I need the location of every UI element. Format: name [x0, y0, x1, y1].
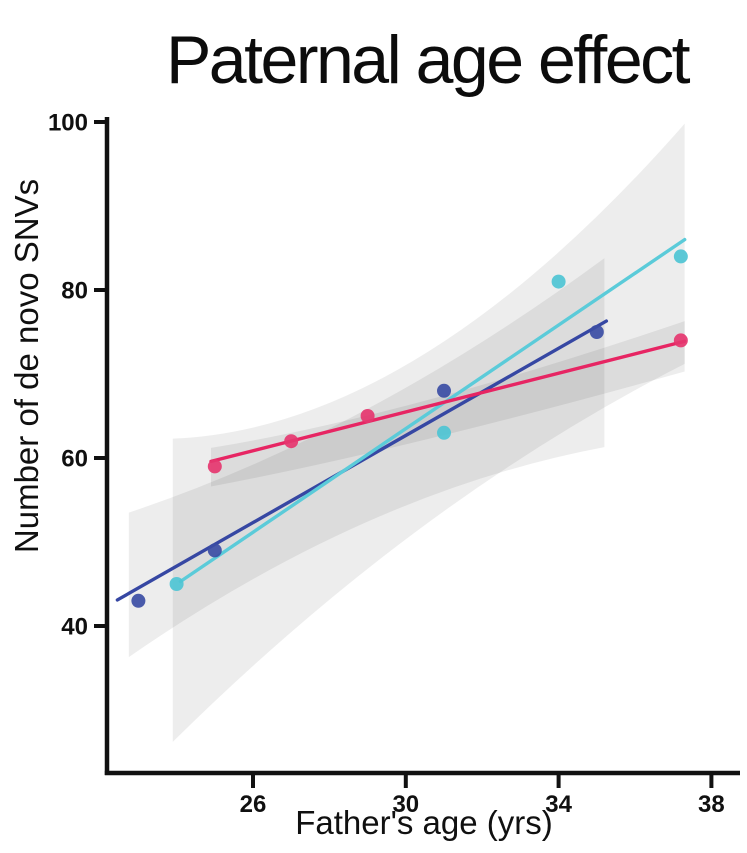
data-point-dark-blue	[437, 383, 451, 398]
x-axis-label: Father's age (yrs)	[295, 804, 553, 841]
data-point-cyan	[551, 274, 566, 289]
y-tick-label: 40	[61, 614, 88, 641]
data-point-pink	[673, 333, 688, 348]
y-tick-label: 80	[61, 278, 88, 305]
trend-line-dark-blue	[115, 319, 609, 602]
axes: 40 60 80 100 26 30 34 38	[48, 110, 740, 818]
trend-line-cyan	[178, 237, 687, 584]
scatter-points	[131, 249, 688, 608]
data-point-dark-blue	[589, 325, 604, 339]
data-point-cyan	[169, 577, 184, 591]
x-tick-label: 30	[392, 791, 419, 818]
data-point-pink	[207, 459, 222, 474]
data-point-dark-blue	[131, 593, 146, 608]
x-tick-label: 26	[240, 791, 267, 818]
data-point-dark-blue	[207, 543, 222, 558]
ci-band-pink	[210, 321, 685, 487]
confidence-bands	[128, 123, 685, 742]
y-axis-label: Number of de novo SNVs	[8, 179, 45, 553]
chart-title: Paternal age effect	[166, 22, 691, 98]
data-point-cyan	[673, 249, 688, 264]
y-tick-label: 100	[48, 110, 88, 137]
x-tick-label: 34	[545, 791, 572, 818]
y-tick-label: 60	[61, 446, 88, 473]
data-point-pink	[360, 409, 375, 423]
data-point-pink	[284, 434, 299, 449]
data-point-cyan	[437, 425, 451, 440]
x-tick-label: 38	[698, 791, 725, 818]
